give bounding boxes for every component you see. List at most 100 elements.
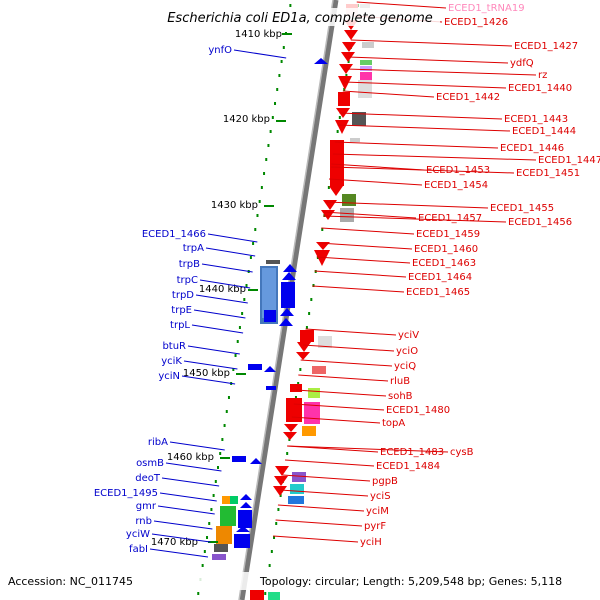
gene-label-ECED1_1480[interactable]: ECED1_1480 xyxy=(386,405,450,416)
connector-line xyxy=(161,477,220,487)
gene-label-rnb[interactable]: rnb xyxy=(135,516,152,527)
gene-label-topA[interactable]: topA xyxy=(382,418,405,429)
gene-label-yciO[interactable]: yciO xyxy=(396,346,418,357)
gene-label-osmB[interactable]: osmB xyxy=(136,458,164,469)
gene-block xyxy=(234,534,250,548)
gene-arrow xyxy=(323,200,337,210)
gene-label-trpL[interactable]: trpL xyxy=(170,320,190,331)
tick-label: 1430 kbp xyxy=(211,200,258,211)
gene-label-ECED1_1466[interactable]: ECED1_1466 xyxy=(142,229,206,240)
gene-label-yciK[interactable]: yciK xyxy=(161,356,182,367)
gene-label-ECED1_1484[interactable]: ECED1_1484 xyxy=(376,461,440,472)
dotted-guide-left xyxy=(214,480,217,483)
gene-label-ECED1_1454[interactable]: ECED1_1454 xyxy=(424,180,488,191)
dotted-guide-left xyxy=(241,312,244,315)
gene-label-trpB[interactable]: trpB xyxy=(179,259,200,270)
gene-block xyxy=(216,526,232,544)
gene-label-ECED1_1426[interactable]: ECED1_1426 xyxy=(444,17,508,28)
gene-arrow xyxy=(297,342,311,352)
gene-label-yciV[interactable]: yciV xyxy=(398,330,419,341)
gene-arrow xyxy=(339,64,353,74)
gene-label-yciW[interactable]: yciW xyxy=(126,529,150,540)
gene-label-ECED1_1495[interactable]: ECED1_1495 xyxy=(94,488,158,499)
dotted-guide-left xyxy=(256,214,259,217)
gene-label-fabI[interactable]: fabI xyxy=(129,544,148,555)
gene-label-ECED1_1443[interactable]: ECED1_1443 xyxy=(504,114,568,125)
dotted-guide-right xyxy=(279,494,282,497)
gene-label-ECED1_1442[interactable]: ECED1_1442 xyxy=(436,92,500,103)
gene-label-pyrF[interactable]: pyrF xyxy=(364,521,386,532)
dotted-guide-left xyxy=(221,438,224,441)
dotted-guide-left xyxy=(236,340,239,343)
gene-label-ECED1_1456[interactable]: ECED1_1456 xyxy=(508,217,572,228)
gene-label-sohB[interactable]: sohB xyxy=(388,391,413,402)
gene-label-yciH[interactable]: yciH xyxy=(360,537,382,548)
dotted-guide-right xyxy=(336,130,339,133)
dotted-guide-right xyxy=(343,88,346,91)
gene-label-cysB[interactable]: cysB xyxy=(450,447,474,458)
connector-line xyxy=(282,474,371,482)
gene-label-ECED1_1465[interactable]: ECED1_1465 xyxy=(406,287,470,298)
gene-label-ECED1_1447[interactable]: ECED1_1447 xyxy=(538,155,600,166)
gene-label-yciM[interactable]: yciM xyxy=(366,506,389,517)
gene-label-pgpB[interactable]: pgpB xyxy=(372,476,398,487)
gene-label-ECED1_1440[interactable]: ECED1_1440 xyxy=(508,83,572,94)
dotted-guide-left xyxy=(219,452,222,455)
gene-label-ECED1_1444[interactable]: ECED1_1444 xyxy=(512,126,576,137)
gene-label-rluB[interactable]: rluB xyxy=(390,376,410,387)
gene-block xyxy=(222,496,230,504)
connector-line xyxy=(187,345,240,355)
dotted-guide-left xyxy=(197,592,200,595)
gene-label-ydfQ[interactable]: ydfQ xyxy=(510,58,534,69)
gene-label-gmr[interactable]: gmr xyxy=(136,501,157,512)
gene-arrow xyxy=(274,476,288,486)
kbp-ticks: 1410 kbp 1420 kbp 1430 kbp 1440 kbp 1450… xyxy=(151,29,292,548)
gene-label-ECED1_1464[interactable]: ECED1_1464 xyxy=(408,272,472,283)
gene-label-rz[interactable]: rz xyxy=(538,70,547,81)
connector-line xyxy=(337,124,511,132)
gene-label-ECED1_1455[interactable]: ECED1_1455 xyxy=(490,203,554,214)
gene-label-deoT[interactable]: deoT xyxy=(135,473,161,484)
gene-arrow xyxy=(335,120,349,134)
gene-label-ECED1_1427[interactable]: ECED1_1427 xyxy=(514,41,578,52)
gene-label-trpA[interactable]: trpA xyxy=(183,243,204,254)
gene-label-yciS[interactable]: yciS xyxy=(370,491,391,502)
gene-label-ECED1_1453[interactable]: ECED1_1453 xyxy=(426,165,490,176)
gene-label-ECED1_1483[interactable]: ECED1_1483 xyxy=(380,447,444,458)
dotted-guide-left xyxy=(263,172,266,175)
gene-block xyxy=(266,386,276,390)
connector-line xyxy=(356,1,447,9)
gene-label-ECED1_1446[interactable]: ECED1_1446 xyxy=(500,143,564,154)
connector-line xyxy=(205,247,256,257)
connector-line xyxy=(273,535,359,543)
gene-label-btuR[interactable]: btuR xyxy=(162,341,186,352)
gene-label-ECED1_1460[interactable]: ECED1_1460 xyxy=(414,244,478,255)
gene-label-yciN[interactable]: yciN xyxy=(158,371,180,382)
gene-label-ribA[interactable]: ribA xyxy=(148,437,168,448)
tick-label: 1460 kbp xyxy=(167,452,214,463)
dotted-guide-left xyxy=(278,74,281,77)
dotted-guide-right xyxy=(275,522,278,525)
connector-line xyxy=(153,520,213,530)
gene-block xyxy=(312,366,326,374)
gene-arrow xyxy=(236,526,250,532)
dotted-guide-left xyxy=(203,550,206,553)
gene-block xyxy=(230,496,238,504)
gene-label-ECED1_1451[interactable]: ECED1_1451 xyxy=(516,168,580,179)
gene-label-ECED1_1459[interactable]: ECED1_1459 xyxy=(416,229,480,240)
dotted-guide-right xyxy=(321,228,324,231)
gene-label-trpE[interactable]: trpE xyxy=(171,305,192,316)
gene-label-ECED1_1457[interactable]: ECED1_1457 xyxy=(418,213,482,224)
gene-label-trpD[interactable]: trpD xyxy=(172,290,194,301)
gene-block xyxy=(290,484,304,494)
gene-label-ynfO[interactable]: ynfO xyxy=(208,45,232,56)
forward-label-connectors xyxy=(149,49,287,558)
gene-arrow xyxy=(275,466,289,476)
gene-label-yciQ[interactable]: yciQ xyxy=(394,361,416,372)
dotted-guide-left xyxy=(269,130,272,133)
gene-label-ECED1_tRNA19[interactable]: ECED1_tRNA19 xyxy=(448,3,525,14)
gene-label-ECED1_1463[interactable]: ECED1_1463 xyxy=(412,258,476,269)
gene-block xyxy=(220,506,236,526)
connector-line xyxy=(207,233,258,243)
gene-label-trpC[interactable]: trpC xyxy=(177,275,198,286)
